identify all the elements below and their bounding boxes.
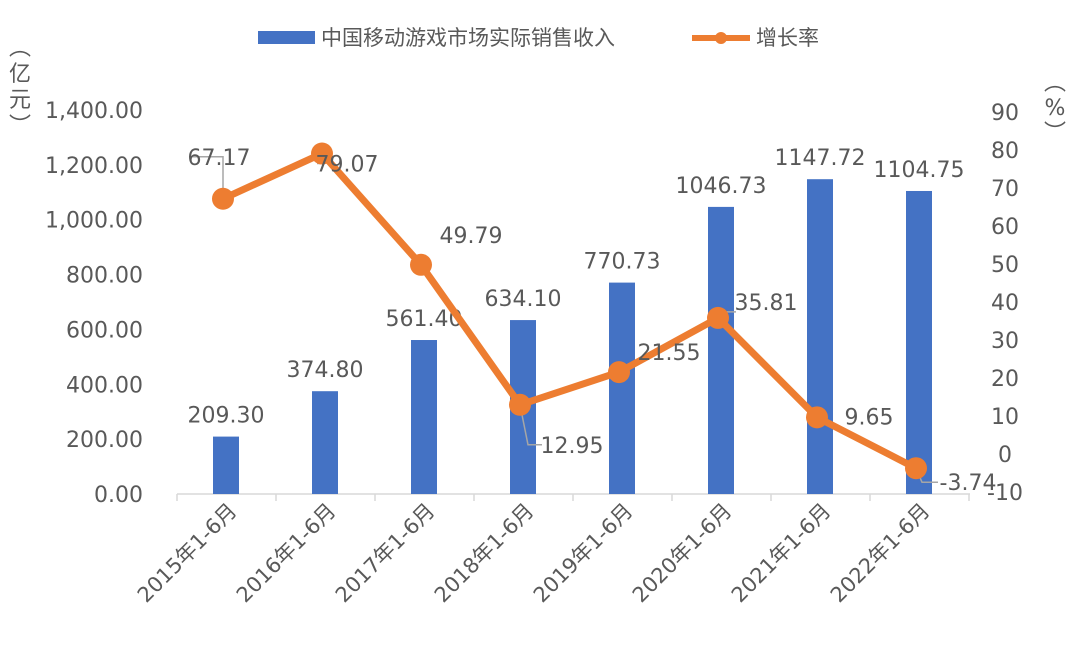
leader-line bbox=[189, 156, 224, 199]
bar bbox=[807, 179, 833, 495]
y-tick-left: 1,200.00 bbox=[45, 154, 143, 179]
bar bbox=[411, 340, 437, 494]
y-tick-left: 1,400.00 bbox=[45, 99, 143, 124]
y-tick-right: 80 bbox=[991, 139, 1019, 164]
bar-data-label: 1046.73 bbox=[676, 174, 767, 199]
y-tick-right: 0 bbox=[998, 443, 1012, 468]
y-axis-left-title-char: ︶ bbox=[9, 114, 31, 139]
y-axis-left-title-char: 亿 bbox=[9, 62, 31, 87]
line-data-label: 35.81 bbox=[735, 291, 798, 316]
growth-marker bbox=[410, 253, 432, 276]
y-tick-left: 0.00 bbox=[94, 483, 143, 508]
y-axis-left-title: ︵亿元︶ bbox=[9, 36, 31, 139]
leader-line bbox=[519, 404, 542, 446]
line-data-label: 21.55 bbox=[638, 341, 701, 366]
line-data-label: 67.17 bbox=[188, 146, 251, 171]
line-data-label: 12.95 bbox=[541, 434, 604, 459]
bar-data-label: 1104.75 bbox=[874, 158, 965, 183]
legend-swatch-marker bbox=[715, 32, 727, 44]
line-data-label: -3.74 bbox=[940, 471, 997, 496]
bar-data-label: 209.30 bbox=[188, 404, 265, 429]
y-axis-left-title-char: 元 bbox=[9, 88, 31, 113]
x-tick-label: 2022年1-6月 bbox=[826, 499, 935, 608]
x-tick-label: 2019年1-6月 bbox=[529, 499, 638, 608]
bar bbox=[708, 206, 734, 494]
y-tick-right: 40 bbox=[991, 291, 1019, 316]
x-tick-label: 2018年1-6月 bbox=[430, 499, 539, 608]
growth-line bbox=[221, 150, 918, 472]
legend-swatch-bar bbox=[258, 31, 315, 44]
growth-marker bbox=[707, 306, 729, 329]
bar bbox=[312, 391, 338, 494]
x-tick-label: 2016年1-6月 bbox=[232, 499, 341, 608]
y-tick-right: 50 bbox=[991, 253, 1019, 278]
y-tick-left: 600.00 bbox=[66, 318, 143, 343]
bar bbox=[609, 282, 635, 494]
bar bbox=[906, 190, 932, 495]
growth-marker bbox=[806, 406, 828, 429]
x-tick-label: 2020年1-6月 bbox=[628, 499, 737, 608]
y-tick-right: 10 bbox=[991, 405, 1019, 430]
y-axis-right-title: ︵%︶ bbox=[1044, 71, 1066, 146]
y-tick-right: 70 bbox=[991, 177, 1019, 202]
y-tick-left: 200.00 bbox=[66, 428, 143, 453]
y-tick-right: -10 bbox=[987, 481, 1023, 506]
bar-data-label: 634.10 bbox=[485, 287, 562, 312]
y-axis-right-title-char: ︶ bbox=[1044, 121, 1066, 146]
y-tick-right: 30 bbox=[991, 329, 1019, 354]
x-tick-label: 2021年1-6月 bbox=[727, 499, 836, 608]
growth-marker bbox=[608, 361, 630, 384]
y-tick-right: 20 bbox=[991, 367, 1019, 392]
y-tick-left: 800.00 bbox=[66, 264, 143, 289]
bar-data-label: 770.73 bbox=[584, 250, 661, 275]
bar-data-label: 1147.72 bbox=[775, 146, 866, 171]
y-tick-left: 400.00 bbox=[66, 373, 143, 398]
y-axis-right-title-char: % bbox=[1045, 96, 1066, 121]
bar bbox=[213, 436, 239, 494]
growth-marker bbox=[311, 142, 333, 165]
line-data-label: 9.65 bbox=[845, 405, 894, 430]
legend-label-growth: 增长率 bbox=[756, 26, 819, 50]
growth-marker bbox=[509, 393, 531, 416]
line-data-label: 79.07 bbox=[316, 153, 379, 178]
bar-data-label: 374.80 bbox=[287, 358, 364, 383]
line-data-label: 49.79 bbox=[440, 224, 503, 249]
x-tick-label: 2017年1-6月 bbox=[331, 499, 440, 608]
x-tick-label: 2015年1-6月 bbox=[133, 499, 242, 608]
y-tick-left: 1,000.00 bbox=[45, 209, 143, 234]
growth-marker bbox=[905, 457, 927, 480]
legend-label-revenue: 中国移动游戏市场实际销售收入 bbox=[321, 26, 615, 50]
y-tick-right: 60 bbox=[991, 215, 1019, 240]
legend: 中国移动游戏市场实际销售收入 增长率 bbox=[258, 26, 819, 50]
y-tick-right: 90 bbox=[991, 101, 1019, 126]
y-axis-left-title-char: ︵ bbox=[9, 36, 31, 61]
y-axis-right-title-char: ︵ bbox=[1044, 71, 1066, 96]
growth-marker bbox=[212, 187, 234, 210]
